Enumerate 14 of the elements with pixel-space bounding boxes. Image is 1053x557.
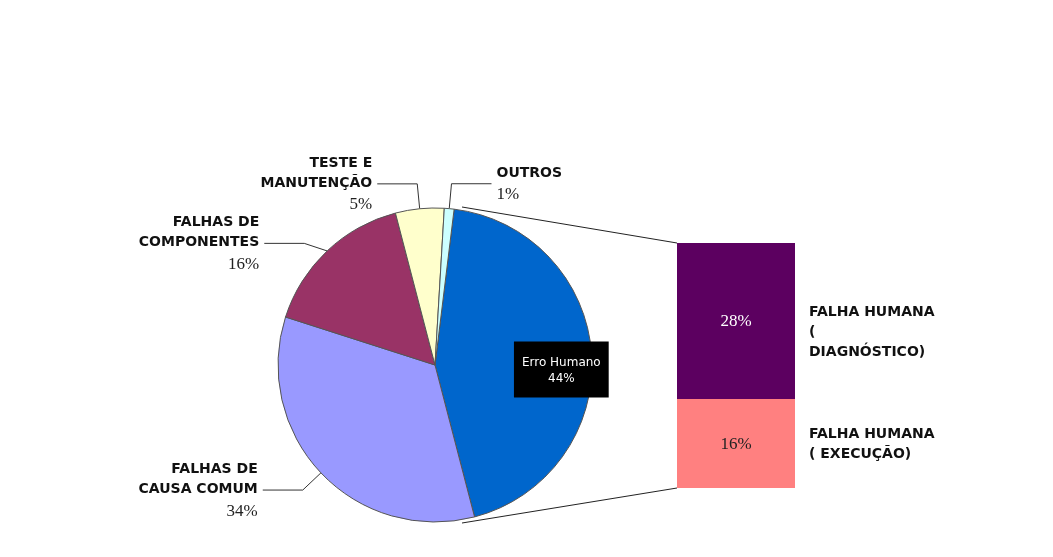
data-label: 44%	[547, 370, 575, 385]
data-label: 5%	[349, 194, 373, 214]
series-label: FALHA HUMANA ( EXECUÇÃO)	[809, 425, 935, 462]
slice-label: FALHAS DE CAUSA COMUM	[138, 460, 258, 497]
slice-label: FALHAS DE COMPONENTES	[138, 213, 260, 250]
series-label: FALHA HUMANA ( DIAGNÓSTICO)	[809, 302, 935, 359]
slice-label: TESTE E MANUTENÇÃO	[260, 153, 373, 190]
data-label: 16%	[228, 253, 260, 273]
slice-label: OUTROS	[496, 163, 563, 180]
data-label: 16%	[720, 433, 752, 453]
slice-label: Erro Humano	[521, 354, 601, 369]
data-label: 1%	[496, 184, 520, 204]
data-label: 28%	[720, 311, 752, 331]
data-label: 34%	[226, 500, 258, 520]
